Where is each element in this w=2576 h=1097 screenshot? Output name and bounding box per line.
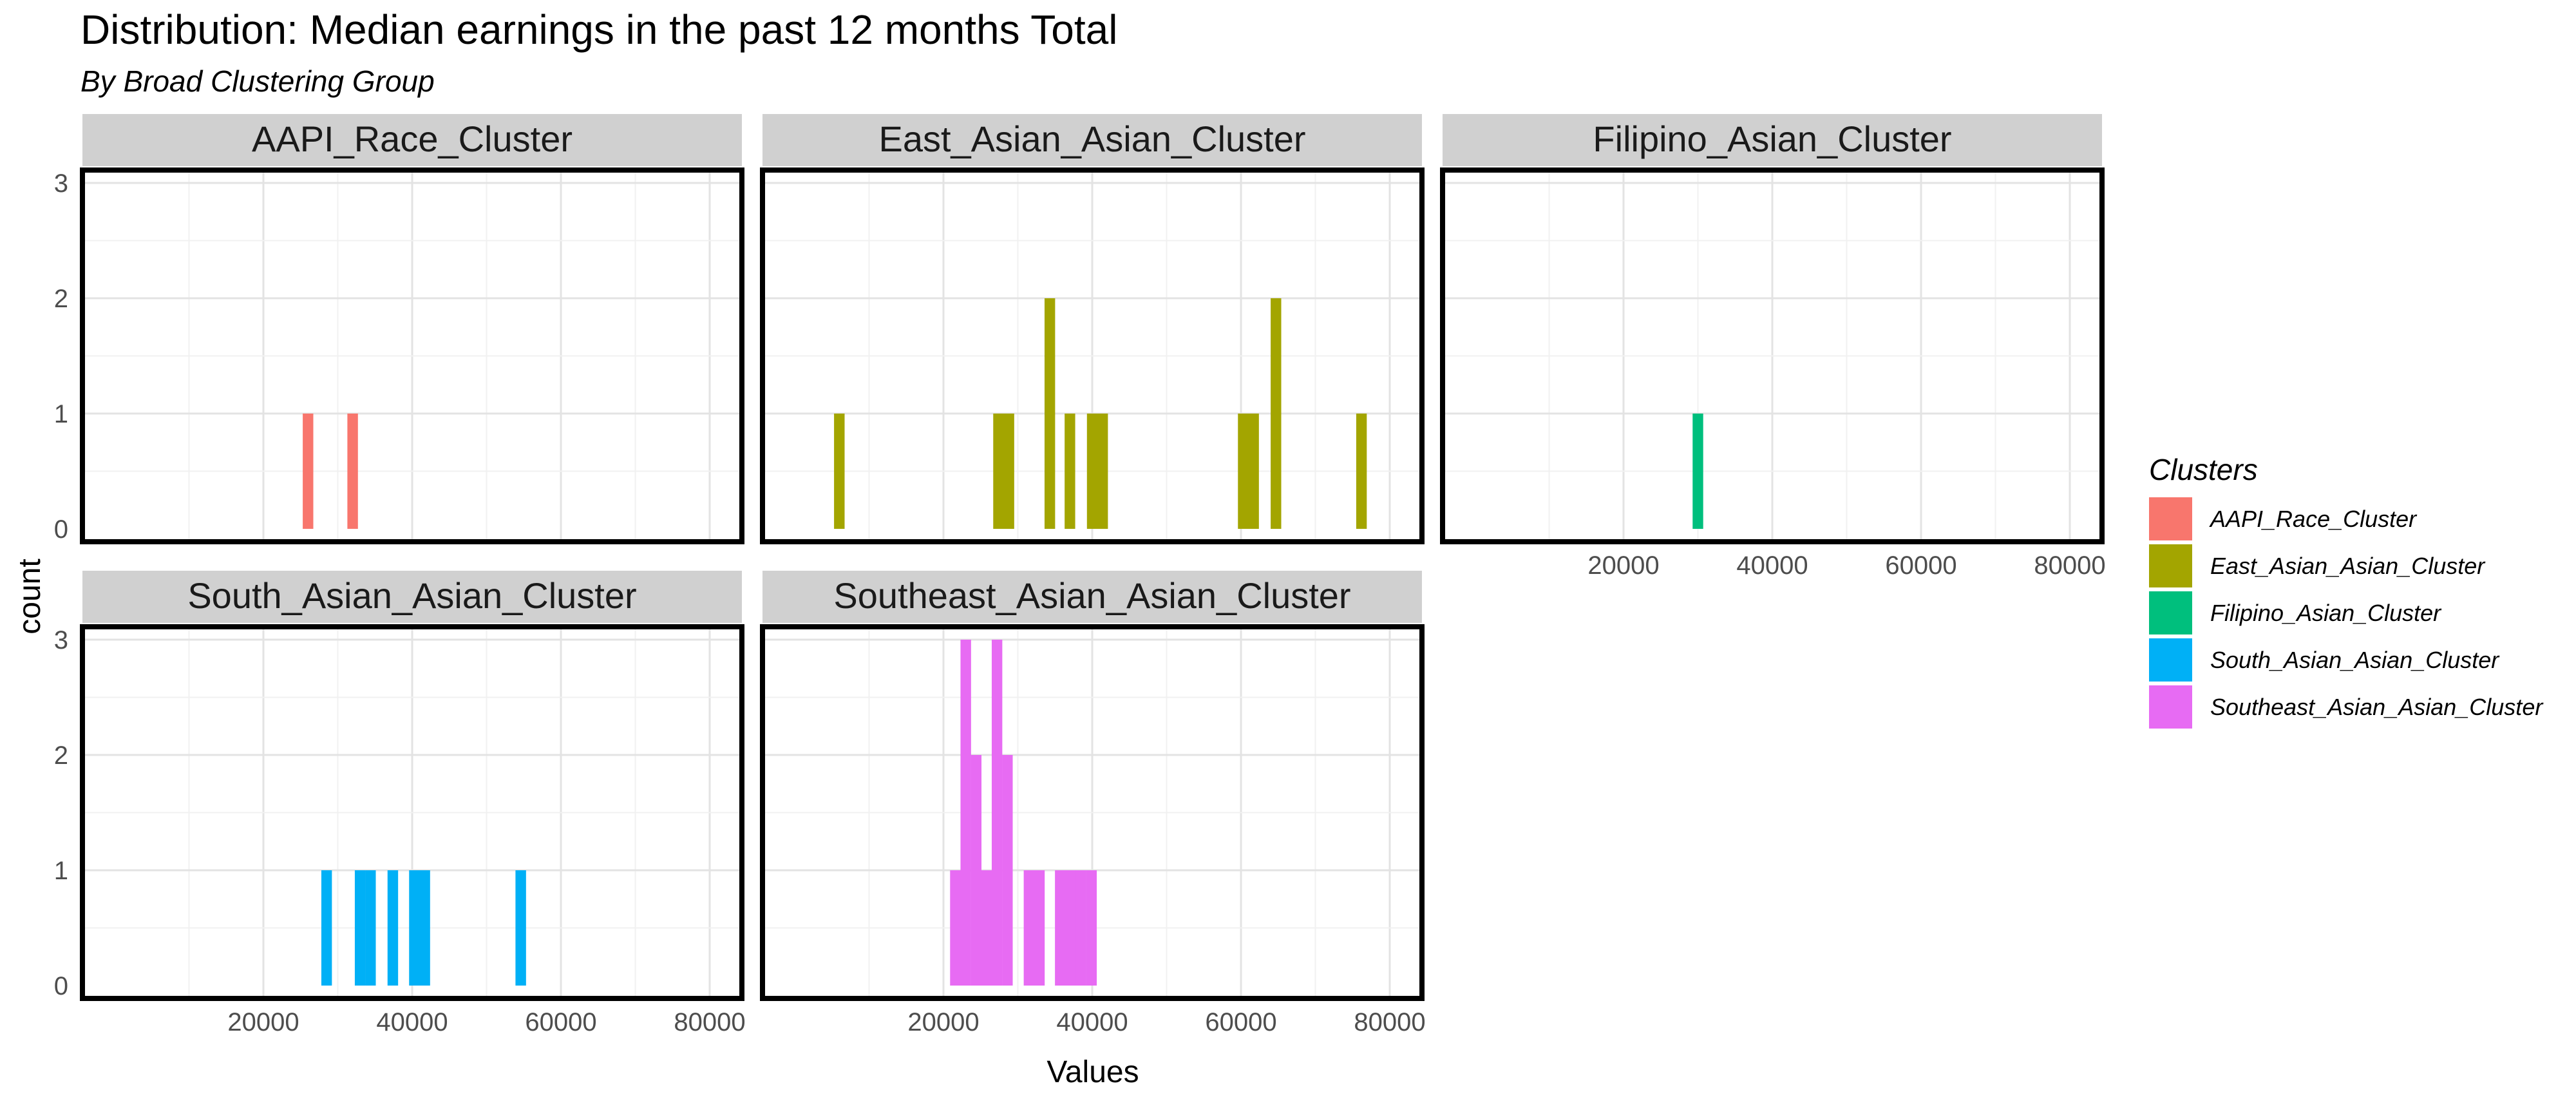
facet-strip-label: Filipino_Asian_Cluster <box>1593 119 1951 159</box>
histogram-bar <box>1075 870 1086 986</box>
histogram-bar <box>303 414 314 529</box>
histogram-bar <box>1023 870 1035 986</box>
histogram-bar <box>1248 414 1259 529</box>
x-tick-label: 20000 <box>227 1008 299 1036</box>
legend-item-southeast-asian-asian-cluster: Southeast_Asian_Asian_Cluster <box>2149 685 2544 729</box>
x-tick-label: 60000 <box>525 1008 596 1036</box>
histogram-bar <box>991 640 1003 986</box>
histogram-bar <box>354 870 366 986</box>
facet-strip-label: East_Asian_Asian_Cluster <box>878 119 1305 159</box>
facet-strip <box>82 571 742 623</box>
histogram-bar <box>1086 414 1098 529</box>
x-tick-label: 60000 <box>1205 1008 1276 1036</box>
histogram-bar <box>1065 414 1075 529</box>
panel-border <box>760 167 1425 544</box>
x-tick-label: 80000 <box>1354 1008 1425 1036</box>
histogram-bar <box>321 870 332 986</box>
y-tick-label: 1 <box>54 857 68 885</box>
legend-label: East_Asian_Asian_Cluster <box>2210 553 2486 579</box>
histogram-bar <box>1238 414 1249 529</box>
legend-label: AAPI_Race_Cluster <box>2209 506 2418 532</box>
histogram-bar <box>409 870 420 986</box>
histogram-bar <box>419 870 430 986</box>
facet-south-asian-asian-cluster: South_Asian_Asian_Cluster 0 1 2 3 20000 40000 6… <box>54 571 746 1036</box>
facet-filipino-asian-cluster: Filipino_Asian_Cluster 20000 40000 60000 800… <box>1440 114 2106 580</box>
histogram-bar <box>1271 298 1282 529</box>
histogram-bar <box>347 414 358 529</box>
histogram-bar <box>981 870 992 986</box>
legend-label: Southeast_Asian_Asian_Cluster <box>2210 694 2544 720</box>
legend-swatch <box>2149 685 2192 729</box>
x-tick-label: 80000 <box>2034 551 2105 580</box>
histogram-bar <box>1034 870 1045 986</box>
histogram-bar <box>960 640 971 986</box>
chart-subtitle: By Broad Clustering Group <box>80 64 435 98</box>
x-tick-label: 20000 <box>907 1008 979 1036</box>
facet-aapi-race-cluster: AAPI_Race_Cluster 0 1 2 3 <box>54 114 744 544</box>
histogram-bar <box>1097 414 1108 529</box>
panel-border <box>80 624 744 1001</box>
histogram-bar <box>365 870 376 986</box>
facet-strip-label: South_Asian_Asian_Cluster <box>187 575 636 616</box>
histogram-bar <box>1086 870 1097 986</box>
x-tick-label: 60000 <box>1885 551 1956 580</box>
y-tick-label: 3 <box>54 169 68 198</box>
legend: Clusters AAPI_Race_Cluster East_Asian_Asi… <box>2149 453 2544 729</box>
histogram-bar <box>950 870 961 986</box>
x-tick-label: 40000 <box>1056 1008 1128 1036</box>
y-tick-label: 0 <box>54 515 68 544</box>
histogram-bar <box>1356 414 1367 529</box>
x-axis-title: Values <box>1046 1055 1139 1089</box>
y-tick-label: 0 <box>54 972 68 1000</box>
facet-strip <box>82 114 742 166</box>
panel-border <box>1440 167 2105 544</box>
legend-item-filipino-asian-cluster: Filipino_Asian_Cluster <box>2149 591 2442 634</box>
y-axis-title: count <box>13 558 47 634</box>
chart-title: Distribution: Median earnings in the pas… <box>80 6 1117 53</box>
y-tick-label: 2 <box>54 285 68 313</box>
histogram-bar <box>1003 414 1014 529</box>
facet-strip <box>1443 114 2102 166</box>
x-tick-label: 20000 <box>1587 551 1659 580</box>
legend-label: Filipino_Asian_Cluster <box>2210 600 2442 626</box>
histogram-bar <box>515 870 526 986</box>
legend-items: AAPI_Race_Cluster East_Asian_Asian_Cluste… <box>2149 497 2544 729</box>
legend-label: South_Asian_Asian_Cluster <box>2210 647 2500 673</box>
x-tick-label: 80000 <box>674 1008 745 1036</box>
y-tick-label: 2 <box>54 741 68 770</box>
histogram-bar <box>1044 298 1056 529</box>
histogram-bar <box>971 755 982 986</box>
legend-title: Clusters <box>2149 453 2258 486</box>
legend-swatch <box>2149 591 2192 634</box>
facet-strip <box>762 571 1422 623</box>
panel-border <box>80 167 744 544</box>
x-tick-label: 40000 <box>376 1008 448 1036</box>
panel-border <box>760 624 1425 1001</box>
histogram-bar <box>993 414 1004 529</box>
legend-swatch <box>2149 497 2192 540</box>
legend-item-aapi-race-cluster: AAPI_Race_Cluster <box>2149 497 2418 540</box>
y-tick-label: 3 <box>54 626 68 654</box>
legend-swatch <box>2149 544 2192 587</box>
facet-panels: AAPI_Race_Cluster 0 1 2 3 East_Asian_Asian_Cl… <box>54 114 2106 1036</box>
histogram-bar <box>1002 755 1013 986</box>
legend-swatch <box>2149 638 2192 682</box>
histogram-bar <box>1692 414 1703 529</box>
facet-strip <box>762 114 1422 166</box>
histogram-bar <box>834 414 845 529</box>
histogram-bar <box>387 870 399 986</box>
facet-strip-label: Southeast_Asian_Asian_Cluster <box>833 575 1350 616</box>
legend-item-south-asian-asian-cluster: South_Asian_Asian_Cluster <box>2149 638 2500 682</box>
facet-strip-label: AAPI_Race_Cluster <box>252 119 573 159</box>
x-tick-label: 40000 <box>1736 551 1808 580</box>
legend-item-east-asian-asian-cluster: East_Asian_Asian_Cluster <box>2149 544 2486 587</box>
histogram-bar <box>1065 870 1076 986</box>
y-tick-label: 1 <box>54 400 68 428</box>
facet-east-asian-asian-cluster: East_Asian_Asian_Cluster <box>760 114 1425 544</box>
histogram-bar <box>1055 870 1066 986</box>
facet-southeast-asian-asian-cluster: Southeast_Asian_Asian_Cluster 20000 40000 6… <box>760 571 1426 1036</box>
